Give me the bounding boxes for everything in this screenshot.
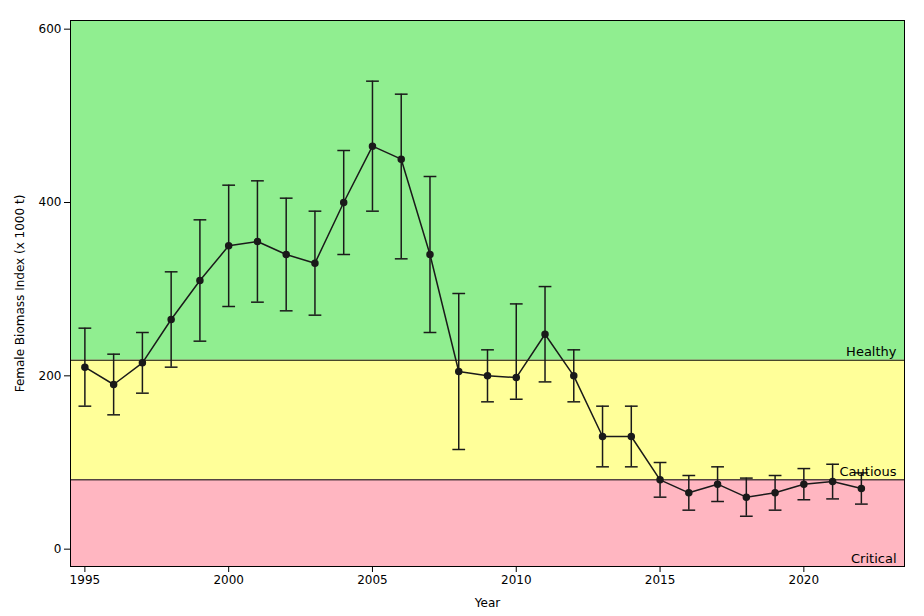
svg-text:Year: Year	[474, 596, 500, 610]
svg-text:2000: 2000	[213, 573, 244, 587]
svg-text:Critical: Critical	[851, 551, 896, 566]
svg-text:2010: 2010	[501, 573, 532, 587]
svg-text:Cautious: Cautious	[840, 464, 897, 479]
svg-text:2015: 2015	[645, 573, 676, 587]
svg-text:600: 600	[39, 22, 62, 36]
svg-text:2020: 2020	[789, 573, 820, 587]
svg-text:200: 200	[39, 369, 62, 383]
svg-text:0: 0	[54, 542, 62, 556]
svg-text:2005: 2005	[357, 573, 388, 587]
svg-text:400: 400	[39, 195, 62, 209]
svg-text:Female Biomass Index (x 1000 t: Female Biomass Index (x 1000 t)	[13, 195, 27, 393]
svg-text:1995: 1995	[70, 573, 101, 587]
svg-text:Healthy: Healthy	[846, 344, 897, 359]
